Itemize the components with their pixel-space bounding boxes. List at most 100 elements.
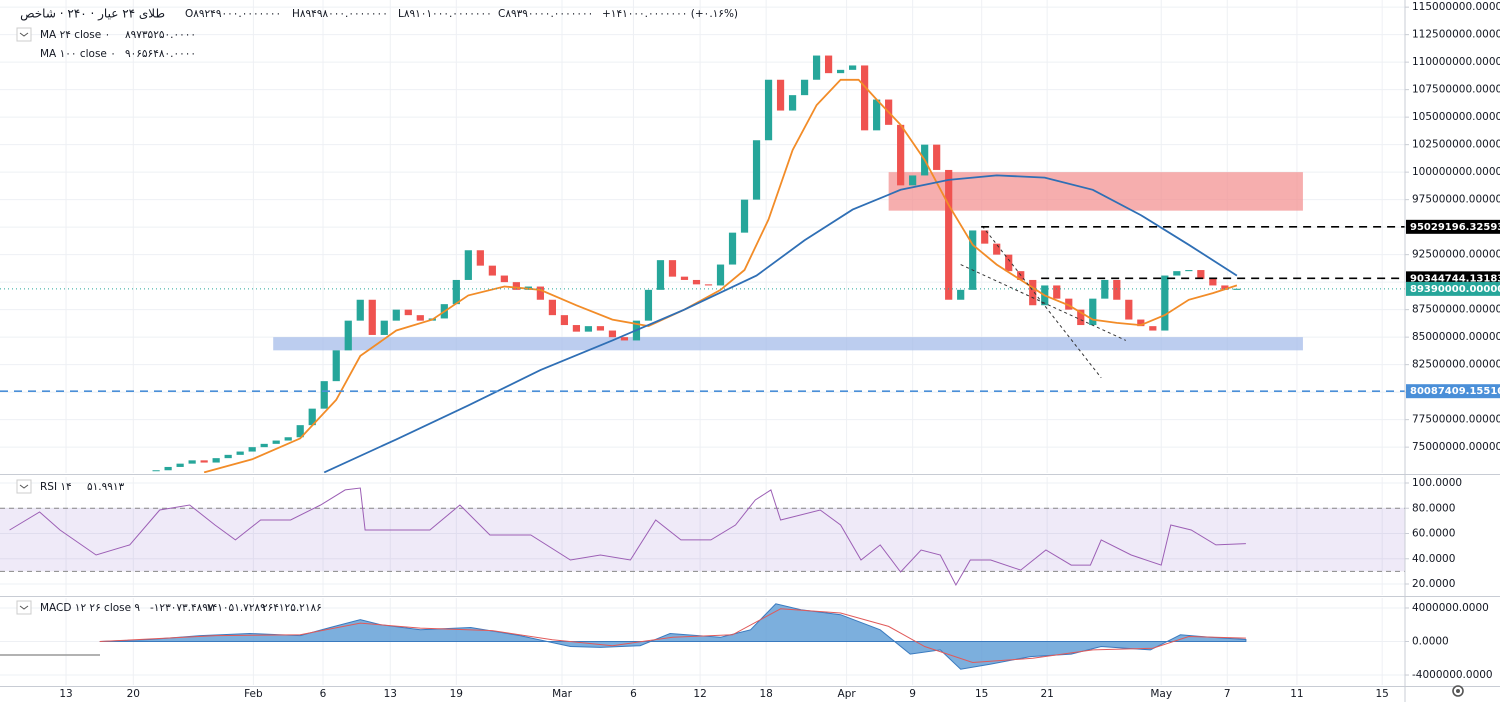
candle-body xyxy=(380,320,388,335)
x-tick-label: 6 xyxy=(630,688,637,700)
legend-toggle[interactable] xyxy=(16,479,32,494)
x-tick-label: 20 xyxy=(127,688,140,700)
x-tick-label: 13 xyxy=(59,688,72,700)
candle-body xyxy=(1125,299,1133,320)
candle-body xyxy=(560,315,569,326)
ma-value: ۸۹۷۳۵۲۵۰.۰۰۰۰ xyxy=(125,29,196,41)
x-tick-label: 12 xyxy=(693,688,706,700)
candle-body xyxy=(897,124,905,186)
candle-body xyxy=(224,454,232,459)
candle-body xyxy=(716,264,725,286)
candle-body xyxy=(212,458,220,463)
candle-body xyxy=(776,79,785,111)
ohlc-close: C۸۹۳۹۰۰۰۰.۰۰۰۰۰۰۰ xyxy=(498,8,593,20)
y-tick-label: 110000000.0000000 xyxy=(1412,56,1500,68)
candle-body xyxy=(404,309,412,316)
candle-body xyxy=(1113,279,1121,300)
plot-layer xyxy=(0,0,1405,685)
candle-body xyxy=(572,325,581,332)
candle-body xyxy=(981,230,989,244)
legend-toggle[interactable] xyxy=(16,27,32,42)
candle-body xyxy=(248,447,256,452)
trend-line xyxy=(981,225,1102,379)
macd-value: ۲۶۴۱۲۵.۲۱۸۶ xyxy=(262,602,322,614)
candle-body xyxy=(812,55,821,80)
candle-body xyxy=(320,381,328,409)
x-tick-label: Apr xyxy=(838,688,857,700)
y-tick-label: 87500000.0000000 xyxy=(1412,304,1500,316)
ma-legend: MA ۱۰۰ close ۰ xyxy=(40,48,116,60)
zone xyxy=(273,337,1303,351)
candle-body xyxy=(800,79,809,96)
x-tick-label: 9 xyxy=(909,688,916,700)
candle-body xyxy=(596,326,605,331)
ma-legend: MA ۲۴ close ۰ xyxy=(40,29,110,41)
y-tick-label: 20.0000 xyxy=(1412,578,1455,590)
y-tick-label: 85000000.0000000 xyxy=(1412,331,1500,343)
candle-body xyxy=(1149,326,1157,331)
candle-body xyxy=(728,232,737,265)
candle-body xyxy=(849,65,857,70)
x-tick-label: 19 xyxy=(450,688,463,700)
macd-legend: MACD ۱۲ ۲۶ close ۹ xyxy=(40,602,140,614)
candle-body xyxy=(512,282,520,290)
macd-value: -۱۲۳۰۷۳.۴۸۹۷ xyxy=(150,602,214,614)
y-tick-label: 60.0000 xyxy=(1412,528,1455,540)
x-tick-label: May xyxy=(1150,688,1172,700)
candle-body xyxy=(873,99,881,131)
legend-toggle[interactable] xyxy=(16,600,32,615)
macd-area xyxy=(99,603,1247,670)
candle-body xyxy=(152,470,160,472)
y-tick-label: 97500000.0000000 xyxy=(1412,194,1500,206)
candle-body xyxy=(1185,270,1193,272)
candle-body xyxy=(236,451,244,455)
y-tick-label: 80.0000 xyxy=(1412,502,1455,514)
y-tick-label: 82500000.0000000 xyxy=(1412,359,1500,371)
candle-body xyxy=(344,320,352,351)
candle-body xyxy=(764,79,773,141)
y-tick-label: 77500000.0000000 xyxy=(1412,414,1500,426)
y-tick-label: 4000000.0000 xyxy=(1412,602,1489,614)
x-tick-label: 13 xyxy=(384,688,397,700)
y-tick-label: 107500000.0000000 xyxy=(1412,84,1500,96)
trend-line xyxy=(960,264,1127,341)
moving-average xyxy=(323,174,1238,473)
candle-body xyxy=(993,243,1001,255)
candle-body xyxy=(1053,285,1061,299)
y-tick-label: 112500000.0000000 xyxy=(1412,29,1500,41)
candle-body xyxy=(608,330,617,338)
candle-body xyxy=(1005,254,1013,272)
y-tick-label: -4000000.0000 xyxy=(1412,669,1493,681)
x-tick-label: 21 xyxy=(1040,688,1053,700)
rsi-legend: RSI ۱۴ xyxy=(40,481,72,493)
candle-body xyxy=(969,230,977,290)
ohlc-open: O۸۹۲۴۹۰۰۰.۰۰۰۰۰۰۰ xyxy=(185,8,281,20)
candle-body xyxy=(933,144,941,170)
level-label: 89390000.0000000 xyxy=(1410,284,1500,295)
candle-body xyxy=(740,199,749,233)
candle-body xyxy=(584,326,593,332)
x-tick-label: 11 xyxy=(1290,688,1303,700)
level-label: 90344744.1318353 xyxy=(1410,273,1500,284)
candle-body xyxy=(1089,298,1097,326)
candle-body xyxy=(680,276,689,280)
candle-body xyxy=(284,437,292,441)
rsi-line xyxy=(9,487,1246,587)
candle-body xyxy=(416,315,424,321)
settings-icon[interactable] xyxy=(1452,685,1464,697)
candle-body xyxy=(188,460,196,464)
candle-body xyxy=(620,337,629,341)
y-tick-label: 40.0000 xyxy=(1412,553,1455,565)
level-label-box xyxy=(1406,384,1500,399)
y-tick-label: 100000000.0000000 xyxy=(1412,166,1500,178)
candle-body xyxy=(957,289,965,300)
x-tick-label: 15 xyxy=(1375,688,1388,700)
price-pane xyxy=(0,55,1405,473)
candle-body xyxy=(1209,278,1217,286)
candle-body xyxy=(296,425,304,438)
y-tick-label: 0.0000 xyxy=(1412,636,1449,648)
candle-body xyxy=(332,350,340,382)
candle-body xyxy=(356,299,364,321)
candle-body xyxy=(536,286,544,300)
x-tick-label: 6 xyxy=(320,688,327,700)
